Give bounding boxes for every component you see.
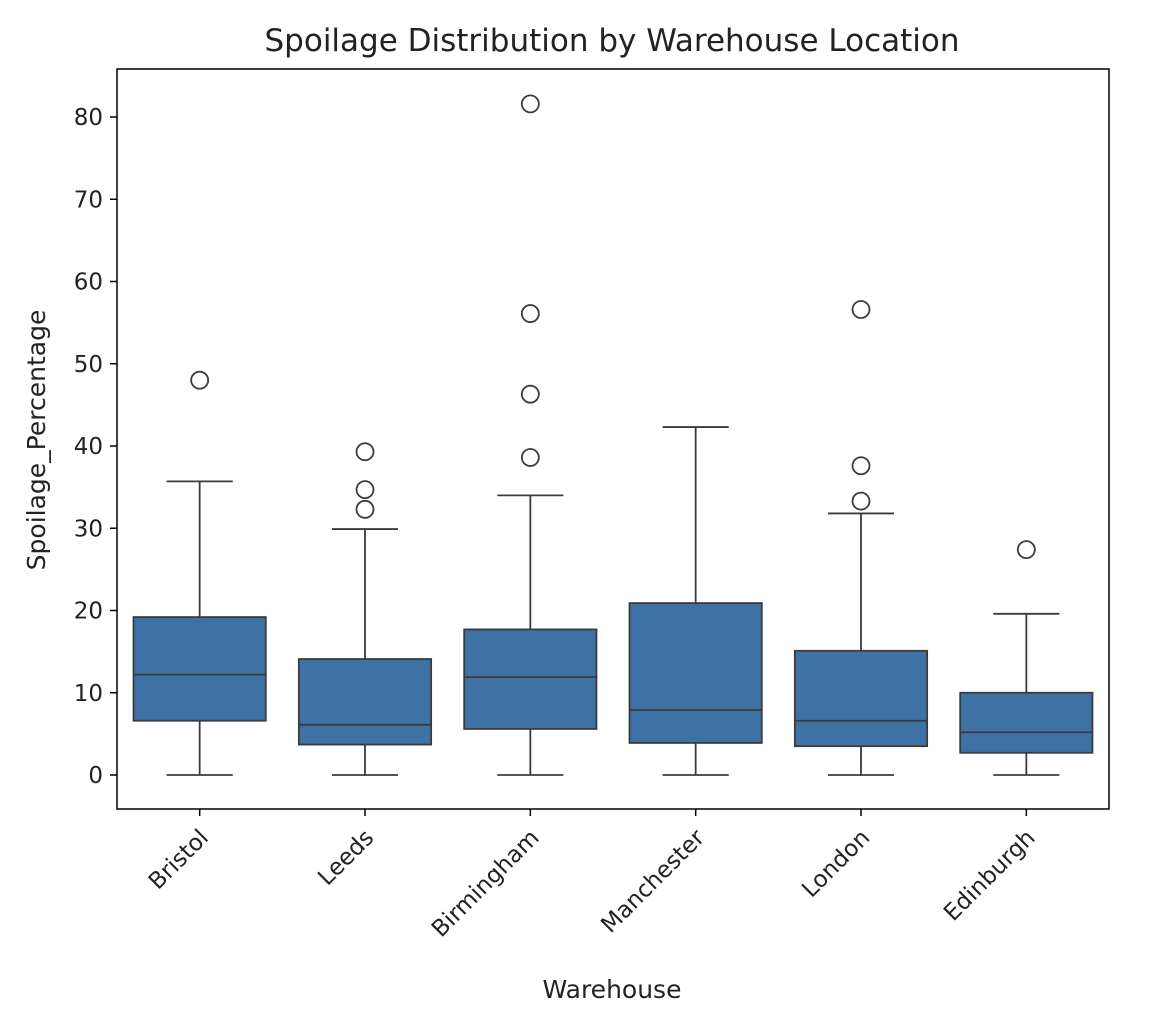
iqr-box — [628, 602, 763, 744]
iqr-box — [297, 658, 433, 746]
y-tick-label: 60 — [74, 270, 103, 296]
x-axis: Bristol Leeds Birmingham Manchester London Ed… — [144, 809, 1041, 942]
plot-area — [132, 94, 1094, 776]
outlier-point — [851, 300, 871, 319]
outlier-point — [355, 480, 375, 499]
outlier-point — [851, 456, 871, 476]
y-tick-label: 80 — [74, 105, 103, 131]
chart-title: Spoilage Distribution by Warehouse Locat… — [265, 23, 960, 59]
iqr-box — [132, 616, 267, 722]
outlier-point — [355, 442, 375, 462]
y-tick-label: 30 — [74, 516, 103, 542]
y-tick-label: 70 — [74, 187, 103, 213]
x-axis-label: Warehouse — [543, 975, 682, 1004]
y-tick-label: 20 — [74, 599, 103, 625]
box-group-leeds — [297, 442, 433, 776]
box-group-manchester — [628, 426, 763, 776]
x-tick-label: Birmingham — [427, 825, 545, 943]
outlier-point — [520, 384, 540, 404]
outlier-point — [1016, 540, 1036, 560]
plot-frame — [116, 68, 1110, 810]
y-axis: 0 10 20 30 40 50 60 70 80 — [74, 105, 117, 789]
iqr-box — [463, 628, 598, 730]
box-group-edinburgh — [959, 540, 1094, 776]
x-tick-label: Manchester — [596, 824, 710, 938]
iqr-box — [793, 649, 929, 748]
x-tick-label: Leeds — [313, 825, 379, 891]
outlier-point — [355, 499, 375, 519]
y-tick-label: 50 — [74, 352, 103, 378]
y-tick-label: 10 — [74, 681, 103, 707]
iqr-box — [959, 691, 1094, 754]
outlier-point — [190, 370, 210, 390]
outlier-point — [520, 304, 540, 323]
y-tick-label: 40 — [74, 434, 103, 460]
outlier-point — [520, 448, 540, 467]
x-tick-label: London — [797, 825, 875, 903]
x-tick-label: Edinburgh — [939, 825, 1040, 926]
box-group-birmingham — [463, 94, 598, 776]
box-group-london — [793, 300, 929, 776]
x-tick-label: Bristol — [144, 825, 214, 895]
y-tick-label: 0 — [88, 763, 103, 789]
outlier-point — [851, 491, 871, 511]
outlier-point — [520, 94, 540, 114]
box-group-bristol — [132, 370, 267, 776]
y-axis-label: Spoilage_Percentage — [22, 310, 51, 571]
